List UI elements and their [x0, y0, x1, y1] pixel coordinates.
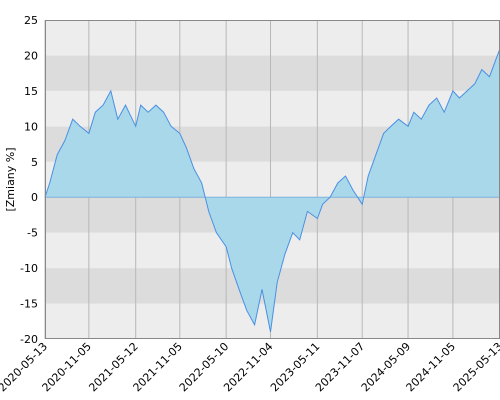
y-tick-label: 25 — [24, 14, 38, 27]
y-axis-ticks: -20 -15 -10 -5 0 5 10 15 20 25 — [20, 14, 38, 346]
y-tick-label: 5 — [31, 156, 38, 169]
y-tick-label: 10 — [24, 120, 38, 133]
y-tick-label: 20 — [24, 49, 38, 62]
y-tick-label: -20 — [20, 333, 38, 346]
y-tick-label: 15 — [24, 85, 38, 98]
y-tick-label: -15 — [20, 298, 38, 311]
y-axis-title: [Zmiany %] — [4, 147, 17, 211]
x-axis-ticks: 2020-05-132020-11-052021-05-122021-11-05… — [0, 340, 500, 394]
grid-band — [45, 20, 500, 55]
x-tick-label: 2025-05-13 — [451, 340, 500, 394]
y-tick-label: 0 — [31, 191, 38, 204]
grid-band — [45, 55, 500, 90]
y-tick-label: -5 — [27, 227, 38, 240]
y-tick-label: -10 — [20, 262, 38, 275]
